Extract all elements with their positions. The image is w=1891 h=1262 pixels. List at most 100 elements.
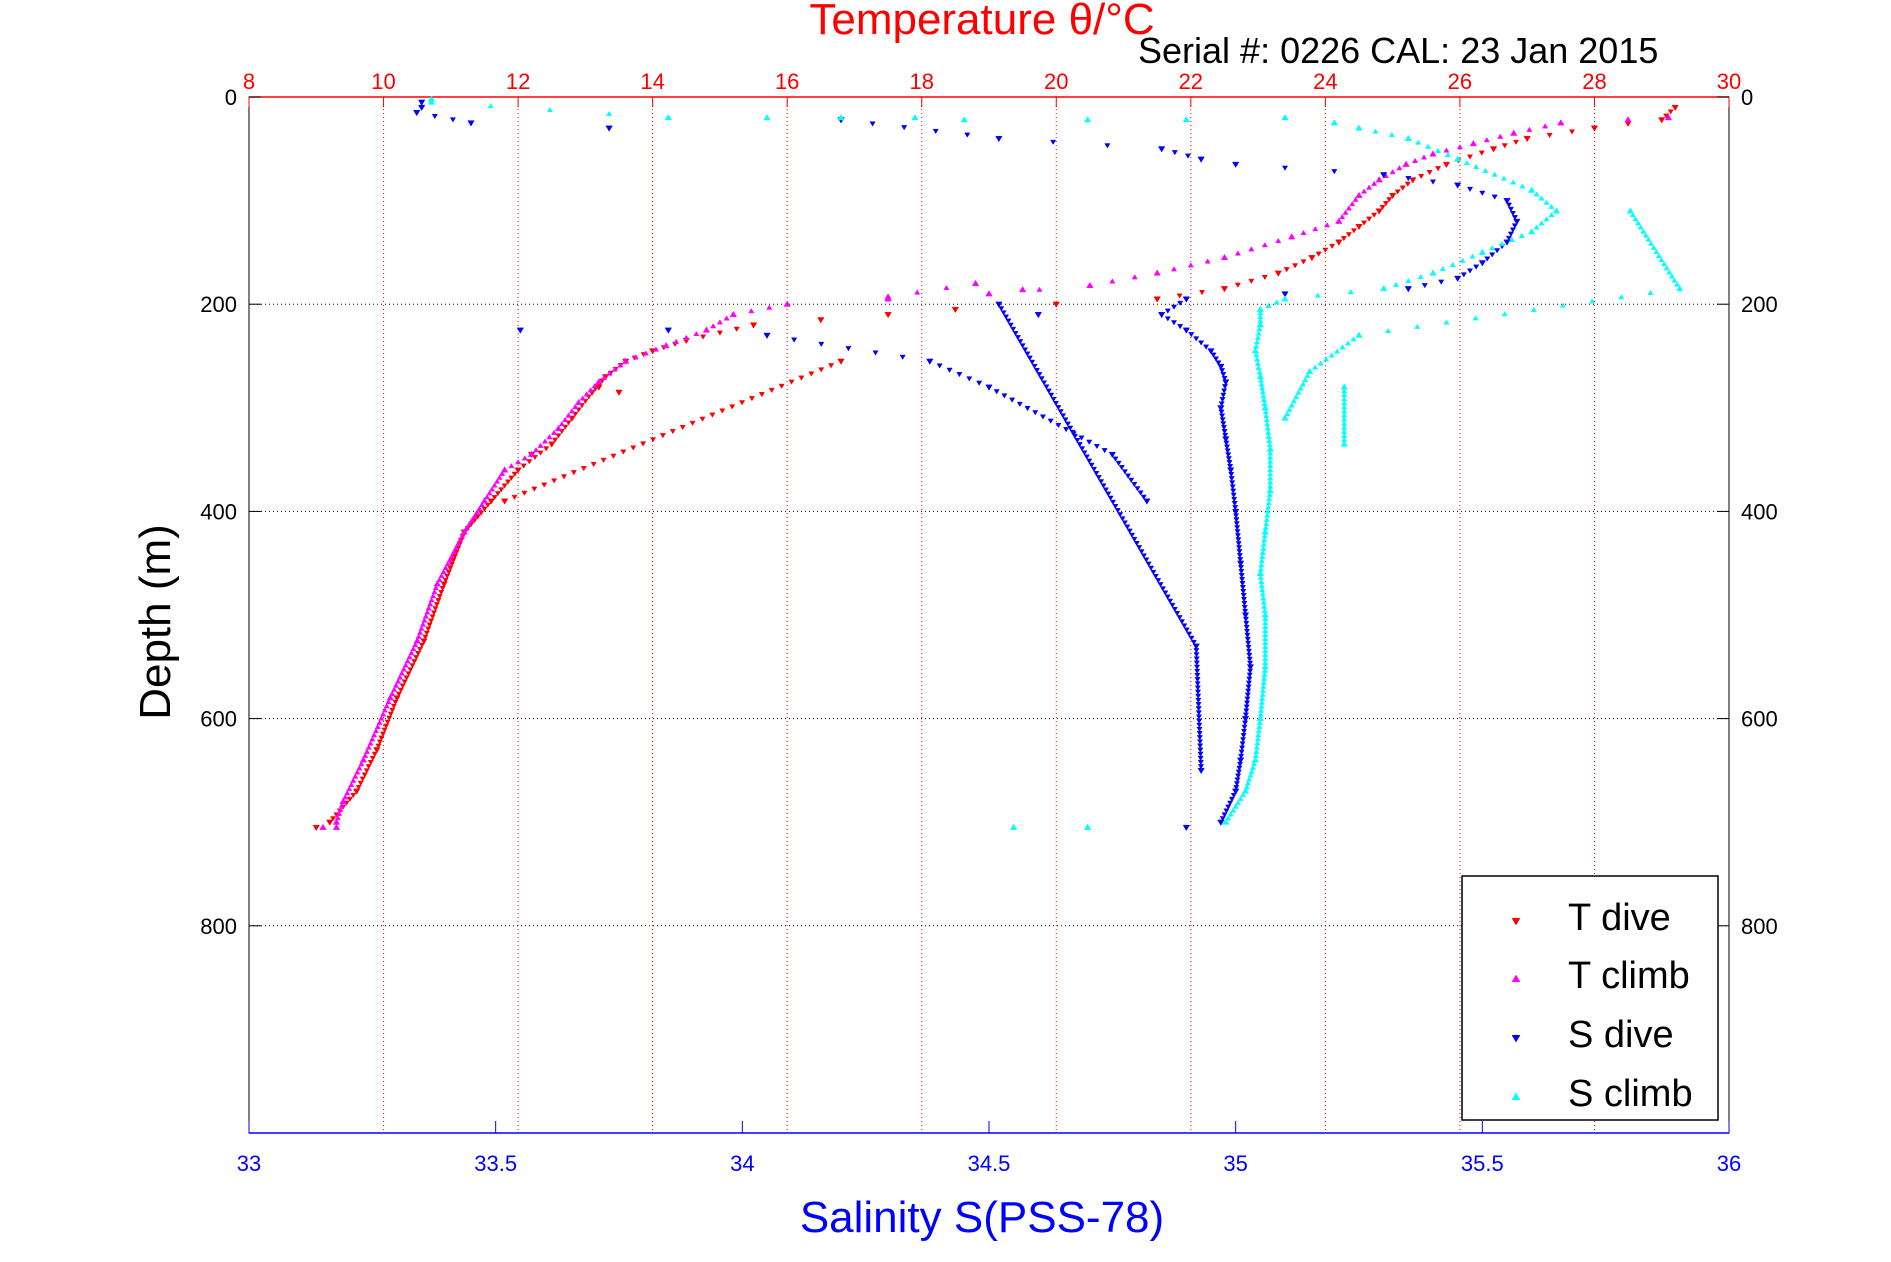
data-point xyxy=(1491,194,1498,200)
data-point xyxy=(1478,150,1485,156)
data-point xyxy=(1260,396,1268,403)
data-point xyxy=(1259,591,1266,597)
bottom-tick-label: 36 xyxy=(1717,1151,1741,1176)
data-point xyxy=(1050,139,1057,145)
data-point xyxy=(541,438,549,444)
data-point xyxy=(352,788,361,795)
data-point xyxy=(1083,454,1090,460)
data-point xyxy=(312,824,320,832)
data-point xyxy=(1260,393,1267,399)
data-point xyxy=(508,462,515,469)
data-point xyxy=(400,666,407,672)
data-point xyxy=(496,474,503,480)
data-point xyxy=(1508,236,1515,243)
data-point xyxy=(914,289,921,295)
data-point xyxy=(1086,458,1093,464)
data-point xyxy=(1472,315,1479,321)
data-point xyxy=(1234,282,1241,288)
data-point xyxy=(1095,475,1102,481)
data-point xyxy=(1234,533,1241,539)
data-point xyxy=(1241,724,1248,730)
data-point xyxy=(1195,714,1203,720)
data-point xyxy=(552,437,559,443)
data-point xyxy=(1248,768,1255,774)
data-point xyxy=(1193,336,1200,342)
data-point xyxy=(1012,330,1019,337)
data-point xyxy=(1260,595,1267,601)
data-point xyxy=(976,380,983,386)
data-point xyxy=(1182,116,1190,123)
data-point xyxy=(1442,161,1451,169)
left-tick-label: 0 xyxy=(225,85,237,110)
data-point xyxy=(1664,114,1673,121)
data-point xyxy=(1261,400,1268,406)
data-point xyxy=(1010,823,1018,830)
series-t-dive xyxy=(312,104,1679,832)
data-point xyxy=(1254,334,1261,340)
data-point xyxy=(1228,476,1235,482)
data-point xyxy=(1533,224,1540,230)
y-axis-title: Depth (m) xyxy=(131,524,180,720)
data-point xyxy=(818,341,825,348)
data-point xyxy=(1429,269,1437,276)
data-point xyxy=(1194,685,1201,691)
data-point xyxy=(337,806,344,812)
data-point xyxy=(1350,228,1357,234)
data-point xyxy=(1210,352,1217,358)
right-tick-label: 0 xyxy=(1741,85,1753,110)
data-point xyxy=(993,389,1000,395)
data-point xyxy=(1489,252,1496,258)
data-point xyxy=(532,447,540,453)
data-point xyxy=(1505,202,1513,208)
data-point xyxy=(1243,624,1250,631)
data-point xyxy=(1526,126,1533,132)
data-point xyxy=(693,330,700,337)
data-point xyxy=(1240,593,1247,599)
data-point xyxy=(1182,327,1190,334)
data-point xyxy=(1256,723,1263,729)
data-point xyxy=(1386,197,1393,203)
data-point xyxy=(365,744,372,750)
data-point xyxy=(1674,281,1681,287)
data-point xyxy=(520,463,527,469)
data-point xyxy=(1235,769,1242,775)
data-point xyxy=(700,334,707,340)
data-point xyxy=(1170,320,1178,326)
data-point xyxy=(1246,676,1253,682)
data-point xyxy=(1466,268,1474,274)
data-point xyxy=(995,135,1003,143)
data-point xyxy=(1466,186,1474,193)
data-point xyxy=(1409,177,1417,184)
data-point xyxy=(1233,521,1240,527)
data-point xyxy=(763,114,771,121)
data-point xyxy=(1557,119,1565,126)
data-point xyxy=(1222,432,1229,439)
data-point xyxy=(1259,389,1266,395)
data-point xyxy=(1299,381,1306,387)
data-point xyxy=(412,641,419,648)
data-point xyxy=(1635,220,1642,226)
data-point xyxy=(1396,165,1403,171)
data-point xyxy=(1257,566,1264,572)
data-point xyxy=(1293,393,1300,400)
data-point xyxy=(460,528,468,535)
data-point xyxy=(679,424,686,431)
data-point xyxy=(550,429,558,435)
data-point xyxy=(1203,344,1210,350)
left-tick-label: 400 xyxy=(200,499,237,524)
data-point xyxy=(1345,232,1352,238)
data-point xyxy=(1466,154,1474,160)
data-point xyxy=(1024,406,1031,412)
data-point xyxy=(354,769,361,775)
data-point xyxy=(998,306,1005,312)
data-point xyxy=(768,387,775,394)
data-point xyxy=(383,703,390,709)
bottom-tick-label: 34 xyxy=(730,1151,754,1176)
data-point xyxy=(1335,217,1343,224)
data-point xyxy=(956,372,963,378)
data-point xyxy=(1176,615,1183,621)
data-point xyxy=(450,548,457,555)
data-point xyxy=(478,501,485,507)
data-point xyxy=(899,354,906,360)
